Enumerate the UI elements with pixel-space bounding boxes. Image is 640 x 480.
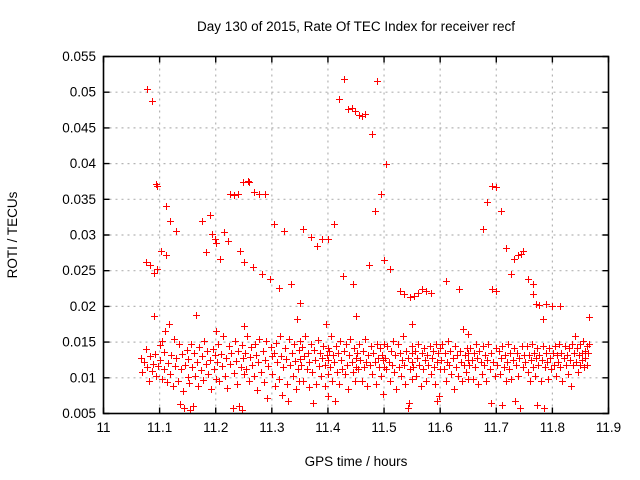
scatter-points: [138, 76, 593, 414]
y-tick-label: 0.01: [70, 370, 96, 385]
y-tick-label: 0.05: [70, 85, 96, 100]
x-axis-label: GPS time / hours: [305, 454, 408, 469]
y-tick-label: 0.005: [62, 406, 96, 421]
scatter-points-path: [138, 76, 593, 414]
x-tick-label: 11.8: [540, 420, 565, 435]
y-tick-label: 0.035: [62, 192, 96, 207]
y-tick-label: 0.03: [70, 228, 96, 243]
grid-path: [103, 56, 609, 414]
x-tick-label: 11.6: [428, 420, 453, 435]
x-tick-label: 11.7: [484, 420, 509, 435]
x-tick-label: 11.9: [596, 420, 621, 435]
x-tick-label: 11.2: [203, 420, 228, 435]
y-tick-label: 0.015: [62, 335, 96, 350]
x-tick-label: 11.3: [259, 420, 284, 435]
plot-border: [102, 55, 610, 415]
y-tick-label: 0.045: [62, 120, 96, 135]
y-tick-label: 0.02: [70, 299, 96, 314]
x-tick-label: 11: [96, 420, 110, 435]
y-tick-label: 0.04: [70, 156, 97, 171]
axis-tick-labels: 11 11.1 11.2 11.3 11.4 11.5 11.6 11.7 11.8 11.9 0.…: [62, 49, 621, 435]
grid-lines: [103, 56, 609, 414]
x-tick-label: 11.5: [371, 420, 396, 435]
y-axis-label: ROTI / TECUs: [5, 191, 20, 278]
x-tick-label: 11.1: [147, 420, 172, 435]
chart-title: Day 130 of 2015, Rate Of TEC Index for r…: [197, 19, 515, 34]
x-tick-label: 11.4: [315, 420, 341, 435]
y-tick-label: 0.055: [62, 49, 96, 64]
y-tick-label: 0.025: [62, 263, 96, 278]
